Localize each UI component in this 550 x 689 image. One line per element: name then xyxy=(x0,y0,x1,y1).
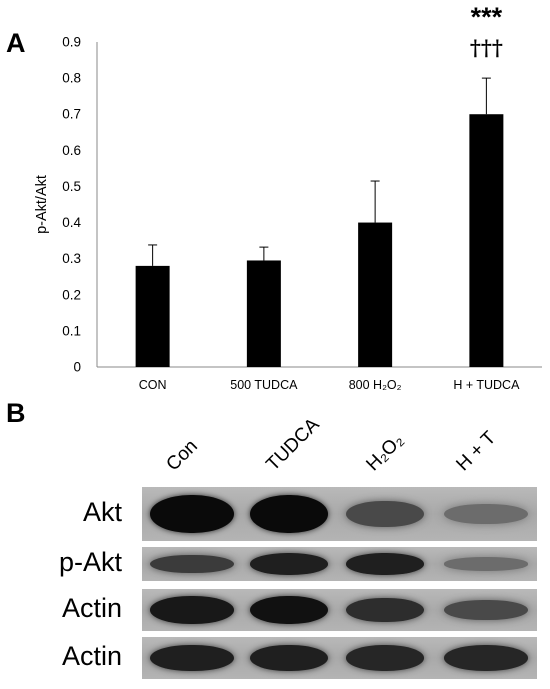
x-tick-label: CON xyxy=(139,378,167,392)
blot-band xyxy=(150,596,234,624)
blot-strip xyxy=(142,637,537,679)
lane-label: Con xyxy=(162,435,202,476)
blot-band xyxy=(444,557,528,571)
significance-daggers: ††† xyxy=(470,35,503,60)
blot-band xyxy=(250,644,328,672)
bar xyxy=(469,114,504,367)
bar-chart: 0 0.1 0.2 0.3 0.4 0.5 0.6 0.7 0.8 0.9 p-Akt/Akt CON… xyxy=(34,2,542,392)
bar xyxy=(135,265,170,367)
blot-band xyxy=(444,599,528,621)
blot-strip xyxy=(142,487,537,541)
y-tick-label: 0.5 xyxy=(62,179,81,194)
y-tick-label: 0.2 xyxy=(62,287,81,302)
significance-stars: *** xyxy=(471,2,503,32)
y-tick-label: 0.7 xyxy=(62,107,81,122)
panel-b-label: B xyxy=(6,398,26,428)
panel-a-label: A xyxy=(6,28,26,58)
blot-band xyxy=(444,503,528,525)
blot-row-label: p-Akt xyxy=(58,547,122,577)
y-tick-label: 0 xyxy=(73,360,81,375)
blot-band xyxy=(250,553,328,575)
blot-band xyxy=(150,495,234,533)
blot-row: Akt xyxy=(0,487,550,541)
blot-band xyxy=(250,495,328,533)
y-tick-label: 0.3 xyxy=(62,251,81,266)
x-tick-label: H + TUDCA xyxy=(453,378,520,392)
y-tick-label: 0.6 xyxy=(62,143,81,158)
blot-band xyxy=(444,645,528,671)
y-tick-label: 0.9 xyxy=(62,35,81,50)
x-tick-label: 800 H₂O₂ xyxy=(349,378,402,392)
blot-band xyxy=(346,500,424,528)
bar xyxy=(358,222,393,367)
blot-band xyxy=(346,553,424,575)
blot-band xyxy=(150,644,234,672)
blot-row: Actin xyxy=(0,637,550,679)
y-tick-label: 0.1 xyxy=(62,323,81,338)
x-tick-label: 500 TUDCA xyxy=(230,378,298,392)
blot-band xyxy=(250,595,328,625)
blot-band xyxy=(346,597,424,623)
blot-strip xyxy=(142,589,537,631)
blot-row-label: Actin xyxy=(61,593,122,623)
y-axis-title: p-Akt/Akt xyxy=(34,175,50,234)
lane-label: H + T xyxy=(452,427,501,476)
lane-label: TUDCA xyxy=(262,414,324,476)
blot-strip xyxy=(142,547,537,581)
blot-band xyxy=(346,645,424,671)
blot-row: Actin xyxy=(0,589,550,631)
y-tick-label: 0.4 xyxy=(62,215,81,230)
blot-band xyxy=(150,554,234,574)
y-tick-label: 0.8 xyxy=(62,71,81,86)
blot-lane-labels: Con TUDCA H₂O₂ H + T xyxy=(0,400,550,488)
lane-label: H₂O₂ xyxy=(362,429,408,476)
bar xyxy=(246,260,281,367)
blot-row-label: Akt xyxy=(82,497,122,527)
blot-row: p-Akt xyxy=(0,547,550,581)
blot-row-label: Actin xyxy=(61,641,122,671)
